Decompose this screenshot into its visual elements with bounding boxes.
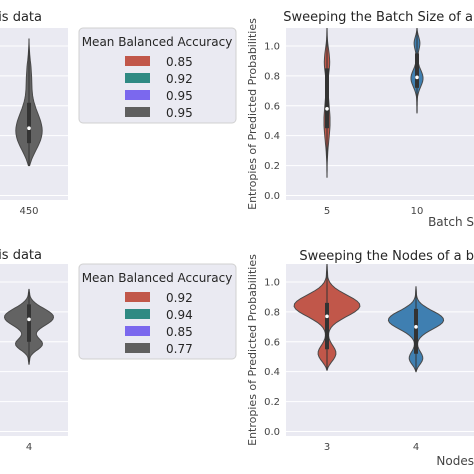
- panel-top-left: is data 450: [0, 10, 68, 217]
- violin-iqr-box: [415, 53, 419, 88]
- legend-title: Mean Balanced Accuracy: [82, 35, 233, 49]
- legend-bottom: Mean Balanced Accuracy 0.92 0.94 0.85 0.…: [78, 263, 237, 360]
- y-axis-label: Entropies of Predicted Probabilities: [246, 254, 259, 446]
- plot-background: [286, 28, 474, 200]
- violin-group: [293, 263, 445, 373]
- panel-bottom-right: 0.0 0.2 0.4 0.6 0.8 1.0 Sweeping the Nodes of…: [246, 249, 474, 468]
- y-tick-label: 0.0: [264, 191, 280, 202]
- x-tick-label: 4: [413, 442, 419, 453]
- violin-group: [323, 27, 424, 178]
- grid: [286, 281, 474, 433]
- legend-label: 0.77: [166, 342, 193, 356]
- legend-label: 0.92: [166, 291, 193, 305]
- x-axis-label: Nodes: [436, 454, 474, 468]
- legend-swatch: [125, 56, 150, 66]
- legend-swatch: [125, 73, 150, 83]
- legend-box: [78, 263, 237, 360]
- legend-swatch: [125, 107, 150, 117]
- x-tick-label: 4: [26, 442, 32, 453]
- y-axis-ticks: 0.0 0.2 0.4 0.6 0.8 1.0: [264, 41, 280, 202]
- x-tick-label: 10: [411, 206, 424, 217]
- legend-top: Mean Balanced Accuracy 0.85 0.92 0.95 0.…: [78, 27, 237, 124]
- legend-box: [78, 27, 237, 124]
- panel-title: Sweeping the Batch Size of a: [283, 10, 473, 25]
- violin-median-point: [414, 325, 418, 329]
- panel-title: is data: [0, 248, 42, 263]
- violin-group: [15, 38, 43, 167]
- y-tick-label: 0.2: [264, 161, 280, 172]
- y-tick-label: 0.2: [264, 397, 280, 408]
- violin-iqr-box: [27, 304, 31, 342]
- x-tick-label: 450: [19, 206, 38, 217]
- y-tick-label: 1.0: [264, 277, 280, 288]
- legend-title: Mean Balanced Accuracy: [82, 271, 233, 285]
- y-tick-label: 0.8: [264, 307, 280, 318]
- y-tick-label: 0.4: [264, 367, 280, 378]
- legend-label: 0.85: [166, 325, 193, 339]
- grid: [286, 45, 474, 197]
- violin-group: [3, 288, 55, 365]
- violin-median-point: [325, 106, 329, 111]
- violin-median-point: [415, 75, 419, 80]
- legend-label: 0.92: [166, 72, 193, 86]
- x-axis-label: Batch S: [428, 215, 474, 229]
- y-axis-label: Entropies of Predicted Probabilities: [246, 18, 259, 210]
- violin-median-point: [325, 314, 329, 319]
- y-tick-label: 0.0: [264, 427, 280, 438]
- legend-swatch: [125, 292, 150, 302]
- violin-median-point: [27, 126, 31, 131]
- y-tick-label: 0.4: [264, 131, 280, 142]
- panel-bottom-left: is data 4: [0, 248, 68, 453]
- y-axis-ticks: 0.0 0.2 0.4 0.6 0.8 1.0: [264, 277, 280, 438]
- legend-swatch: [125, 309, 150, 319]
- x-tick-label: 5: [324, 206, 330, 217]
- panel-title: is data: [0, 10, 42, 25]
- x-tick-label: 3: [324, 442, 330, 453]
- panel-top-right: 0.0 0.2 0.4 0.6 0.8 1.0 Sweeping the Batch Si…: [246, 10, 474, 229]
- legend-label: 0.95: [166, 89, 193, 103]
- violin-median-point: [27, 317, 31, 322]
- y-tick-label: 1.0: [264, 41, 280, 52]
- legend-label: 0.95: [166, 106, 193, 120]
- panel-title: Sweeping the Nodes of a b: [299, 249, 474, 264]
- legend-swatch: [125, 343, 150, 353]
- y-tick-label: 0.6: [264, 101, 280, 112]
- y-tick-label: 0.8: [264, 71, 280, 82]
- violin-iqr-box: [27, 102, 31, 144]
- violin-iqr-box: [414, 308, 418, 354]
- legend-swatch: [125, 326, 150, 336]
- legend-label: 0.94: [166, 308, 193, 322]
- violin-iqr-box: [325, 302, 329, 350]
- plot-background: [286, 264, 474, 436]
- violin-iqr-box: [325, 68, 329, 129]
- y-tick-label: 0.6: [264, 337, 280, 348]
- legend-label: 0.85: [166, 55, 193, 69]
- legend-swatch: [125, 90, 150, 100]
